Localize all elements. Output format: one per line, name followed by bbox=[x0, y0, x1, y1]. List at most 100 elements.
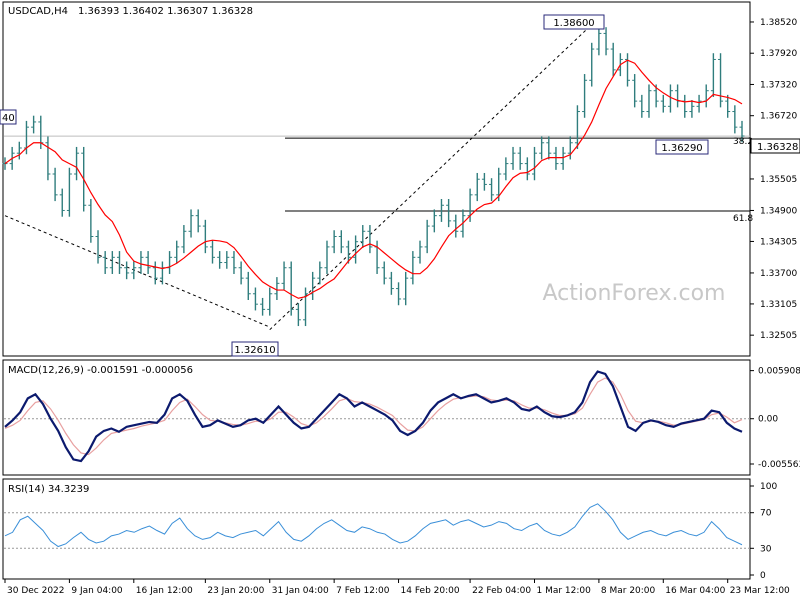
price-bar bbox=[116, 251, 122, 274]
price-bar bbox=[553, 146, 559, 170]
price-bar bbox=[431, 209, 437, 233]
price-bar bbox=[145, 251, 151, 274]
macd-y-tick-label: 0.005908 bbox=[758, 367, 800, 377]
price-bar bbox=[31, 115, 37, 134]
current-price-box: 1.36328 bbox=[750, 138, 800, 154]
price-bar bbox=[403, 271, 409, 306]
price-bar bbox=[317, 261, 323, 285]
price-bar bbox=[610, 42, 616, 77]
price-bar bbox=[596, 27, 602, 56]
price-bar bbox=[503, 157, 509, 181]
price-bar bbox=[560, 146, 566, 170]
price-bar bbox=[367, 225, 373, 254]
price-bar bbox=[88, 199, 94, 243]
price-bar bbox=[667, 84, 673, 113]
price-y-tick-label: 1.37320 bbox=[760, 80, 797, 90]
price-bar bbox=[138, 251, 144, 274]
price-bar bbox=[345, 240, 351, 264]
price-y-tick-label: 1.34305 bbox=[760, 237, 797, 247]
macd-panel-frame bbox=[2, 359, 751, 476]
price-bar bbox=[174, 240, 180, 264]
price-bar bbox=[660, 94, 666, 113]
price-bar bbox=[210, 240, 216, 264]
x-tick-label: 14 Feb 20:00 bbox=[401, 586, 460, 596]
x-tick-label: 7 Feb 12:00 bbox=[336, 586, 390, 596]
price-bar bbox=[696, 94, 702, 113]
price-bar bbox=[603, 27, 609, 56]
x-tick-label: 16 Jan 12:00 bbox=[136, 586, 193, 596]
price-bar bbox=[274, 277, 280, 301]
price-bar bbox=[224, 251, 230, 269]
price-bar bbox=[517, 146, 523, 170]
price-bar bbox=[481, 172, 487, 191]
price-bar bbox=[202, 219, 208, 254]
price-y-tick-label: 1.32505 bbox=[760, 331, 797, 341]
x-tick-label: 16 Mar 04:00 bbox=[665, 586, 725, 596]
price-bar bbox=[424, 219, 430, 254]
price-bar bbox=[388, 271, 394, 295]
price-bar bbox=[510, 146, 516, 170]
price-bar bbox=[417, 240, 423, 264]
price-bar bbox=[474, 172, 480, 202]
price-bar bbox=[353, 235, 359, 264]
price-bar bbox=[252, 287, 258, 311]
price-bar bbox=[489, 178, 495, 202]
price-bar bbox=[66, 167, 72, 217]
x-tick-label: 8 Mar 20:00 bbox=[601, 586, 656, 596]
x-tick-label: 23 Jan 20:00 bbox=[207, 586, 264, 596]
price-bar bbox=[195, 209, 201, 233]
price-bar bbox=[453, 214, 459, 238]
left-clipped-label: 40 bbox=[2, 113, 15, 124]
price-bar bbox=[109, 251, 115, 274]
price-y-tick-label: 1.34900 bbox=[760, 206, 797, 216]
price-bar bbox=[59, 188, 65, 217]
price-y-tick-label: 1.38520 bbox=[760, 18, 797, 28]
high-label: 1.38600 bbox=[553, 18, 594, 29]
price-bar bbox=[689, 100, 695, 118]
x-tick-label: 22 Feb 04:00 bbox=[472, 586, 531, 596]
price-bar bbox=[582, 74, 588, 118]
macd-signal-line bbox=[4, 377, 743, 456]
price-bar bbox=[45, 136, 51, 181]
axes-layer: 1.385201.379201.373201.367201.361051.355… bbox=[4, 18, 800, 596]
watermark: ActionForex.com bbox=[543, 281, 726, 306]
low-label: 1.32610 bbox=[234, 345, 275, 356]
left-clipped-box: 40 bbox=[0, 109, 17, 125]
fib-618-label: 61.8 bbox=[733, 214, 753, 224]
x-tick-label: 1 Mar 12:00 bbox=[536, 586, 591, 596]
price-bar bbox=[16, 141, 22, 160]
price-bar bbox=[238, 261, 244, 285]
price-bar bbox=[281, 261, 287, 290]
price-bar bbox=[188, 209, 194, 238]
price-y-tick-label: 1.35505 bbox=[760, 175, 797, 185]
price-bar bbox=[303, 287, 309, 327]
price-bar bbox=[331, 230, 337, 254]
price-bar bbox=[710, 53, 716, 97]
price-bar bbox=[338, 230, 344, 254]
price-y-tick-label: 1.33700 bbox=[760, 269, 797, 279]
price-bar bbox=[131, 261, 137, 280]
rsi-panel-frame bbox=[2, 478, 751, 580]
macd-layer bbox=[4, 370, 750, 463]
price-bar bbox=[181, 225, 187, 254]
price-bar bbox=[152, 261, 158, 285]
price-bar bbox=[410, 251, 416, 285]
price-bar bbox=[52, 167, 58, 202]
price-bar bbox=[524, 157, 530, 181]
price-bar bbox=[632, 74, 638, 108]
price-ma-layer bbox=[4, 59, 743, 299]
price-bar bbox=[360, 225, 366, 248]
low-label-box: 1.32610 bbox=[231, 341, 279, 357]
price-bar bbox=[295, 303, 301, 327]
price-y-tick-label: 1.33105 bbox=[760, 300, 797, 310]
price-bar bbox=[725, 94, 731, 118]
price-bar bbox=[539, 136, 545, 160]
price-bar bbox=[260, 297, 266, 316]
price-bar bbox=[589, 42, 595, 87]
price-bar bbox=[231, 251, 237, 274]
price-bar bbox=[646, 84, 652, 118]
x-tick-label: 31 Jan 04:00 bbox=[272, 586, 329, 596]
support-label: 1.36290 bbox=[661, 143, 702, 154]
